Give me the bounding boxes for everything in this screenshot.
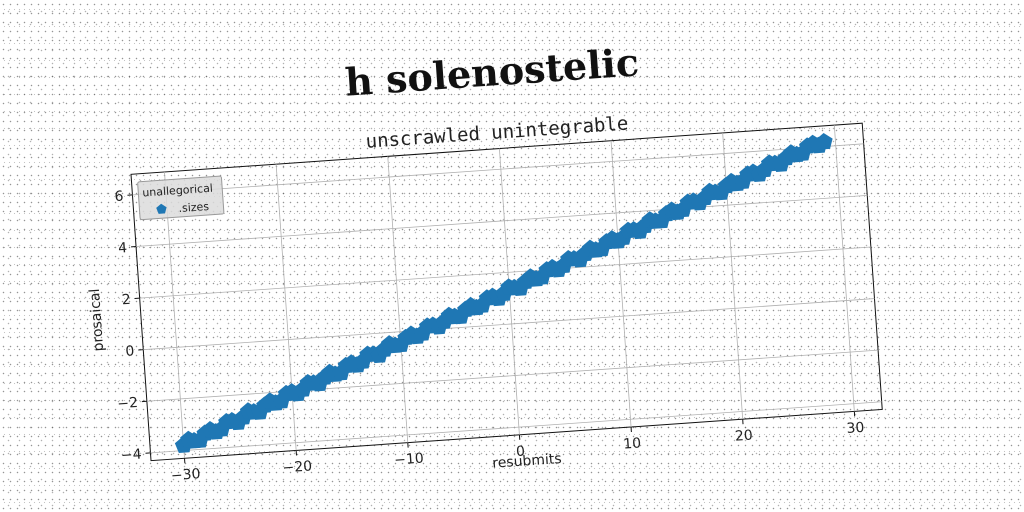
y-axis-label: prosaical <box>87 288 107 352</box>
x-grid-line <box>387 156 409 443</box>
y-tick-label: −2 <box>117 395 139 412</box>
grid-lines <box>132 125 882 459</box>
x-axis-label: resubmits <box>492 451 562 472</box>
x-tick-label: 0 <box>516 444 526 461</box>
series-points <box>174 132 833 454</box>
y-grid-line <box>136 194 868 247</box>
plot-area <box>130 122 883 462</box>
legend-marker-pentagon-icon <box>156 203 167 214</box>
x-grid-line <box>275 164 297 451</box>
x-tick-label: −20 <box>282 458 313 476</box>
y-grid-line <box>139 246 871 299</box>
x-tick-label: 10 <box>623 435 642 452</box>
x-axis-ticks: −30 −20 −10 0 10 20 30 <box>170 411 865 484</box>
chart-title: unscrawled unintegrable <box>365 113 629 153</box>
x-grid-line <box>833 125 855 412</box>
x-tick-label: 20 <box>734 428 753 445</box>
legend-title: unallegorical <box>142 182 213 200</box>
y-grid-line <box>132 143 864 196</box>
x-grid-line <box>610 140 632 428</box>
x-tick-label: −30 <box>170 466 201 484</box>
chart-rotated-group: unscrawled unintegrable −30 −20 −10 0 10 20 30… <box>87 113 883 484</box>
y-tick-label: 4 <box>118 240 128 257</box>
y-tick-label: 2 <box>121 292 131 309</box>
x-grid-line <box>164 171 185 459</box>
y-grid-line <box>143 298 875 351</box>
y-axis-ticks: −4 −2 0 2 4 6 <box>114 189 151 464</box>
y-tick-label: −4 <box>120 446 142 463</box>
y-tick-label: 0 <box>125 343 135 360</box>
y-grid-line <box>146 349 879 402</box>
x-tick-label: 30 <box>846 420 865 437</box>
x-tick-label: −10 <box>394 451 425 469</box>
legend: unallegorical .sizes <box>137 175 225 221</box>
legend-entry-label: .sizes <box>178 200 210 215</box>
y-tick-label: 6 <box>114 189 124 206</box>
y-grid-line <box>150 401 882 454</box>
scatter-point <box>815 132 833 150</box>
